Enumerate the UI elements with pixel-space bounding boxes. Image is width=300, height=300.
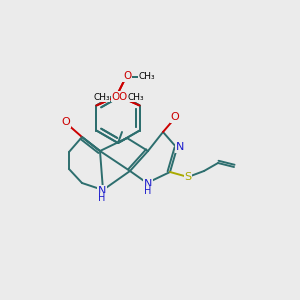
Text: H: H <box>144 186 152 196</box>
Text: N: N <box>98 186 106 196</box>
Text: O: O <box>123 71 131 81</box>
Text: CH₃: CH₃ <box>139 72 155 81</box>
Text: H: H <box>98 193 106 203</box>
Text: CH₃: CH₃ <box>93 92 110 101</box>
Text: N: N <box>144 179 152 189</box>
Text: CH₃: CH₃ <box>127 92 144 101</box>
Text: CH₃: CH₃ <box>93 92 110 101</box>
Text: O: O <box>118 92 127 101</box>
Text: O: O <box>61 117 70 127</box>
Text: O: O <box>171 112 179 122</box>
Text: O: O <box>111 92 119 101</box>
Text: O: O <box>171 112 179 122</box>
Text: S: S <box>184 172 192 182</box>
Text: H: H <box>98 193 106 203</box>
Text: O: O <box>123 71 131 81</box>
Text: O: O <box>111 92 119 101</box>
Text: S: S <box>184 172 192 182</box>
Text: N: N <box>176 142 184 152</box>
Text: N: N <box>144 179 152 189</box>
Text: N: N <box>98 186 106 196</box>
Text: O: O <box>61 117 70 127</box>
Text: N: N <box>176 142 184 152</box>
Text: CH₃: CH₃ <box>127 92 144 101</box>
Text: H: H <box>144 186 152 196</box>
Text: O: O <box>118 92 127 101</box>
Text: CH₃: CH₃ <box>139 72 155 81</box>
